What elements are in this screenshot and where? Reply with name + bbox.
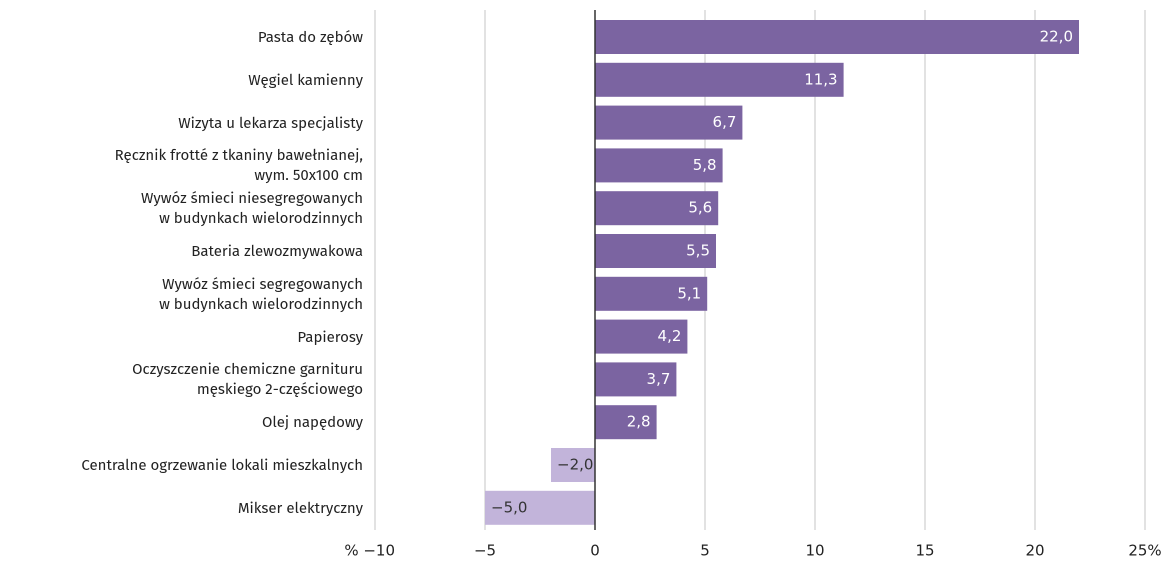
bar xyxy=(595,319,688,354)
category-label: Wywóz śmieci niesegregowanych w budynkac… xyxy=(140,189,363,228)
value-label: 5,6 xyxy=(688,199,712,217)
value-label: 5,8 xyxy=(693,156,717,174)
category-label: Bateria zlewozmywakowa xyxy=(191,242,363,260)
bar xyxy=(551,448,595,482)
value-label: 5,1 xyxy=(677,284,701,302)
x-tick-label: 25% xyxy=(1128,542,1161,560)
value-label: 6,7 xyxy=(713,113,737,131)
category-label: Wywóz śmieci segregowanych w budynkach w… xyxy=(159,274,363,313)
category-label: Ręcznik frotté z tkaniny bawełnianej, wy… xyxy=(114,146,363,185)
bar xyxy=(595,234,716,268)
value-label: −2,0 xyxy=(557,456,593,474)
category-label: Centralne ogrzewanie lokali mieszkalnych xyxy=(81,456,363,474)
value-label: 5,5 xyxy=(686,242,710,260)
value-label: −5,0 xyxy=(491,498,527,516)
bar xyxy=(485,490,595,525)
bar xyxy=(595,362,677,397)
x-tick-label: % −10 xyxy=(344,542,395,560)
category-label: Olej napędowy xyxy=(262,413,363,432)
category-label: Mikser elektryczny xyxy=(237,498,363,517)
bar xyxy=(595,405,657,440)
x-tick-label: 0 xyxy=(590,542,600,560)
x-tick-label: 20 xyxy=(1025,542,1044,560)
value-label: 11,3 xyxy=(804,70,837,88)
category-label: Pasta do zębów xyxy=(257,28,363,46)
x-tick-label: 15 xyxy=(915,542,934,560)
category-label: Oczyszczenie chemiczne garnituru męskieg… xyxy=(132,360,363,399)
category-label: Wizyta u lekarza specjalisty xyxy=(178,113,363,132)
value-label: 22,0 xyxy=(1040,28,1073,46)
bar xyxy=(595,105,743,140)
bar xyxy=(595,62,844,97)
x-tick-label: 5 xyxy=(700,542,710,560)
value-label: 2,8 xyxy=(627,413,651,431)
x-tick-label: −5 xyxy=(474,542,496,560)
bar xyxy=(595,148,723,183)
bar xyxy=(595,20,1079,54)
category-label: Węgiel kamienny xyxy=(248,70,363,89)
bar xyxy=(595,191,719,226)
bar xyxy=(595,276,708,311)
value-label: 3,7 xyxy=(647,370,671,388)
category-label: Papierosy xyxy=(297,327,363,346)
x-tick-label: 10 xyxy=(805,542,824,560)
value-label: 4,2 xyxy=(658,327,682,345)
